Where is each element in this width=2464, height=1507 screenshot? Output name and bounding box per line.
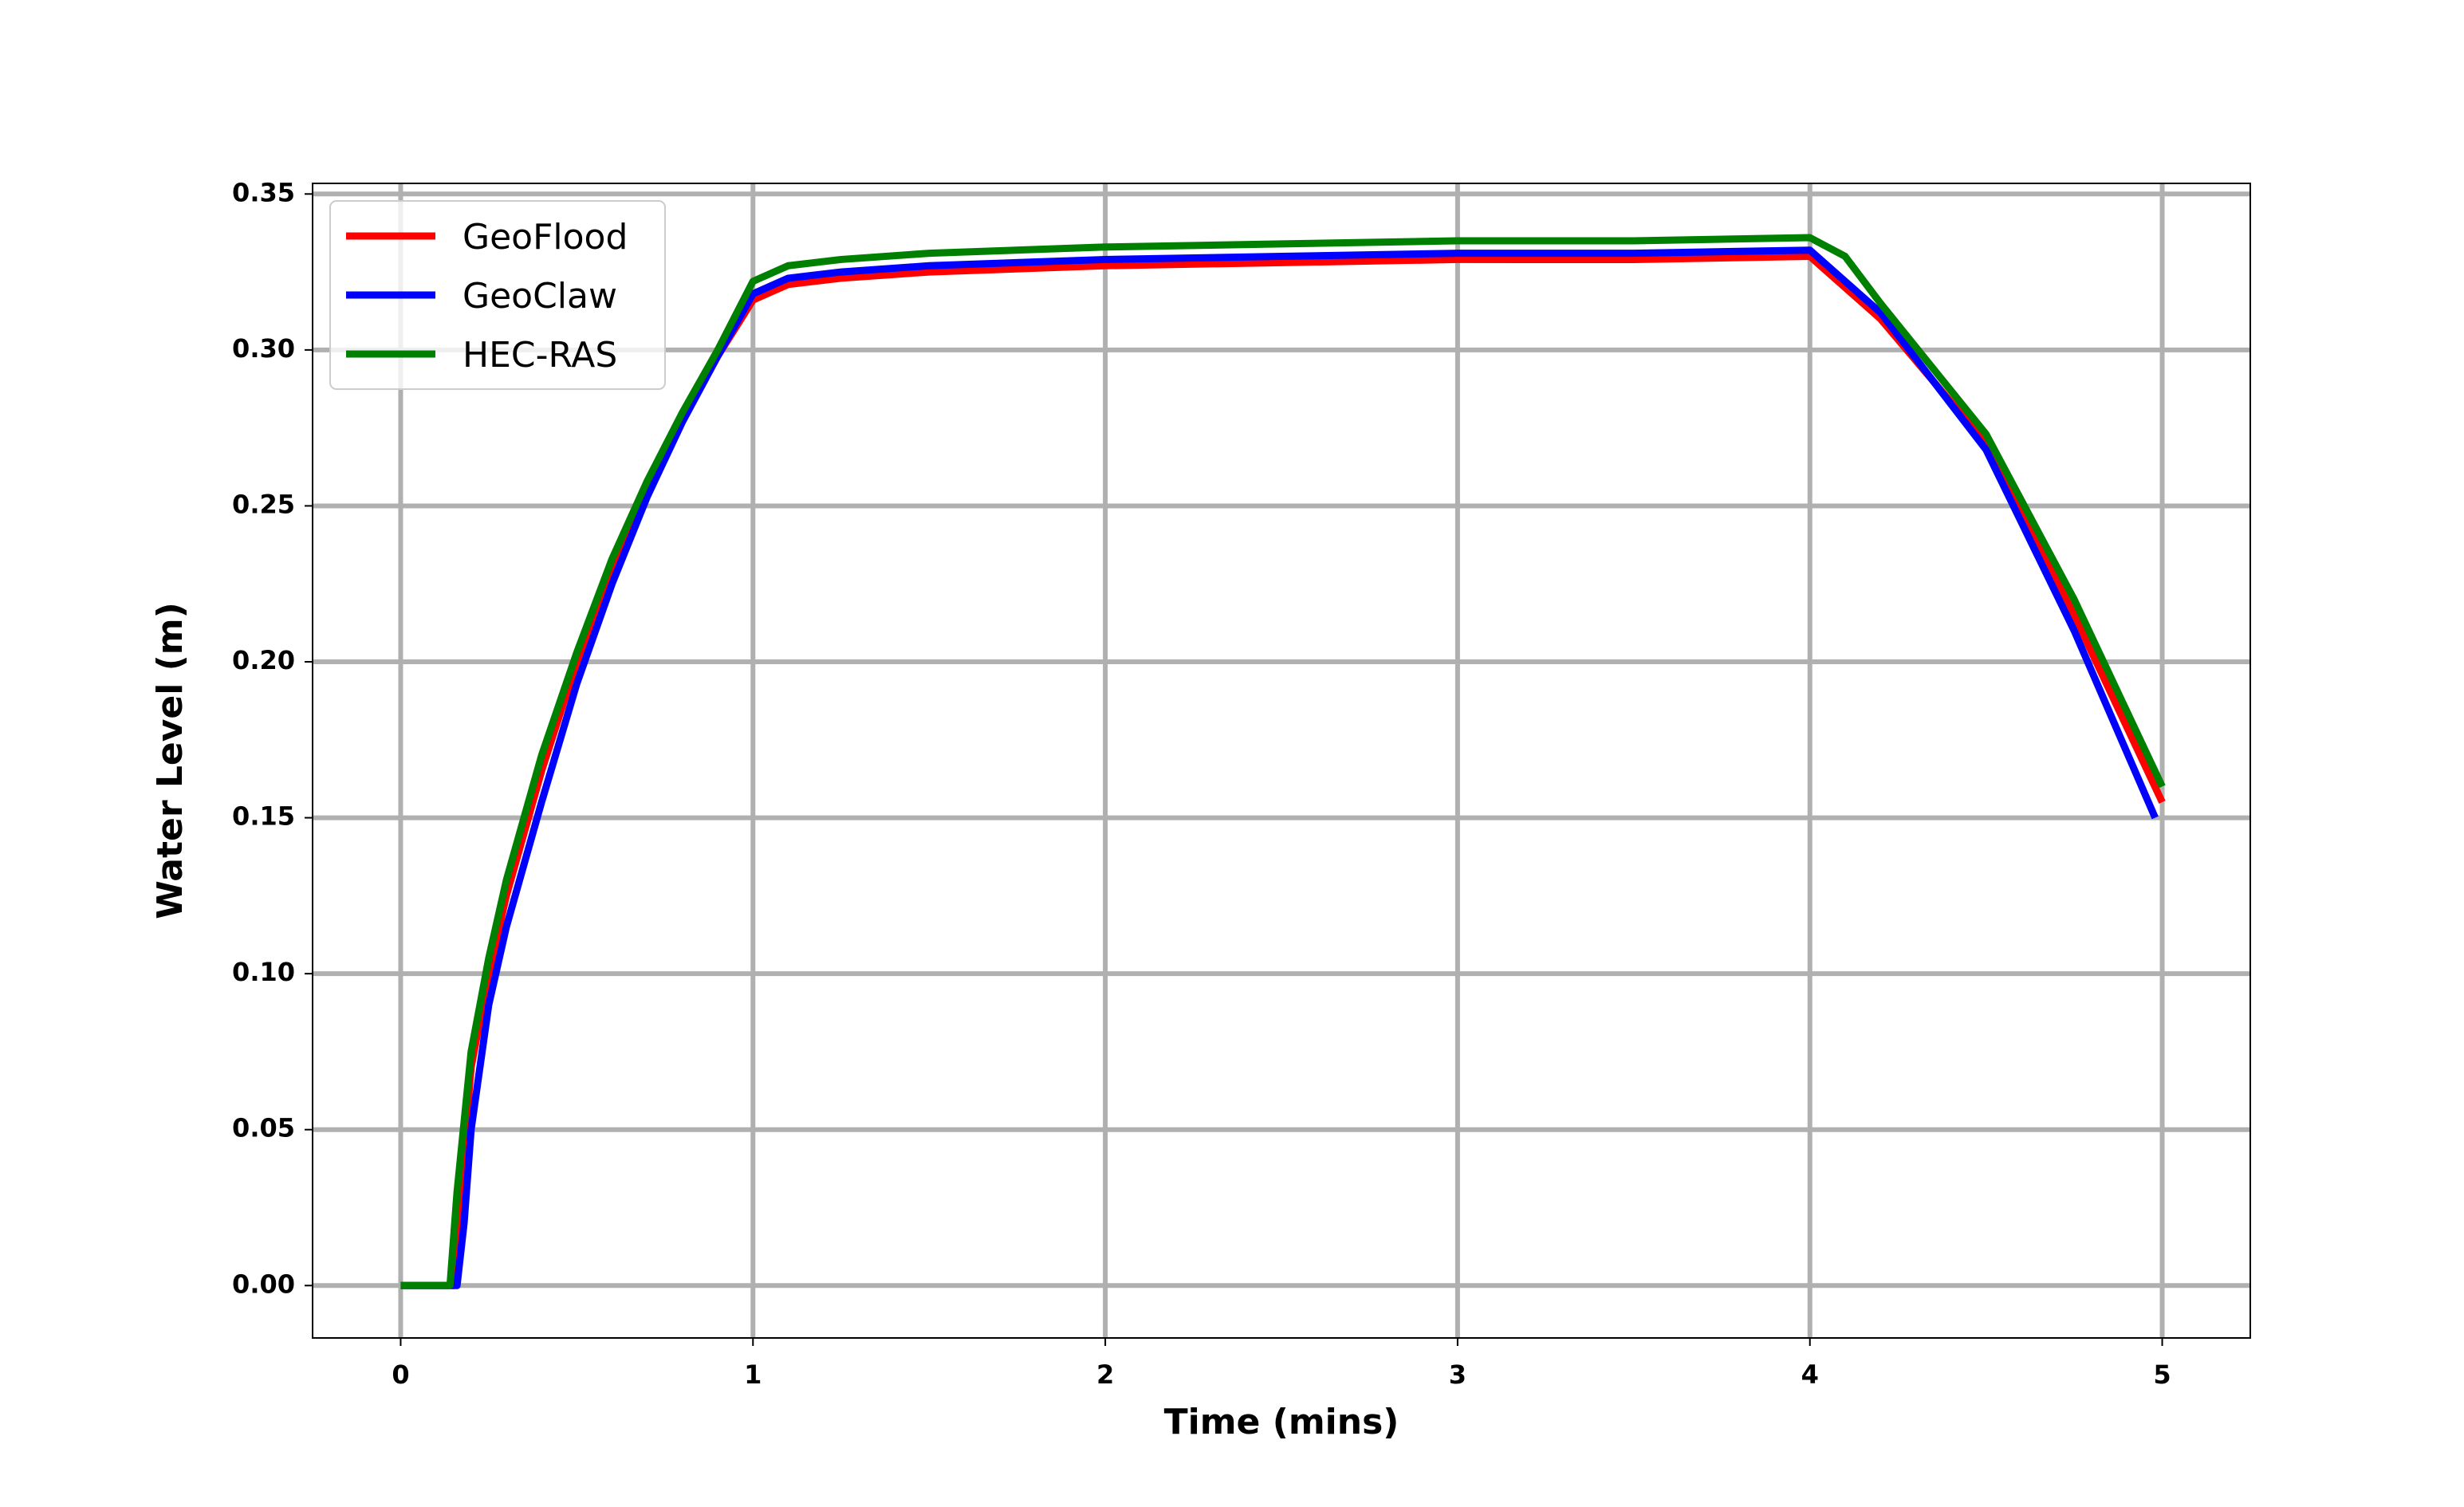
x-tick-label: 4 [1801,1359,1819,1390]
y-tick-label: 0.30 [232,333,295,364]
y-tick-label: 0.15 [232,801,295,832]
y-axis-label: Water Level (m) [150,602,191,919]
x-tick-label: 1 [744,1359,762,1390]
y-tick-label: 0.05 [232,1113,295,1143]
x-tick-label: 5 [2153,1359,2171,1390]
y-tick-label: 0.25 [232,489,295,519]
x-tick-label: 0 [392,1359,409,1390]
plot-frame [312,183,2251,1339]
x-tick-label: 2 [1096,1359,1114,1390]
y-tick-label: 0.00 [232,1269,295,1299]
x-axis-label: Time (mins) [1164,1402,1399,1442]
legend-label: HEC-RAS [462,335,617,376]
legend-label: GeoFlood [462,217,628,258]
x-tick-label: 3 [1449,1359,1466,1390]
legend-box [329,200,666,390]
legend-label: GeoClaw [462,276,617,317]
y-tick-label: 0.20 [232,645,295,675]
series-line [400,234,2166,1289]
y-tick-label: 0.35 [232,177,295,207]
series-line [400,246,2159,1289]
y-tick-label: 0.10 [232,957,295,987]
